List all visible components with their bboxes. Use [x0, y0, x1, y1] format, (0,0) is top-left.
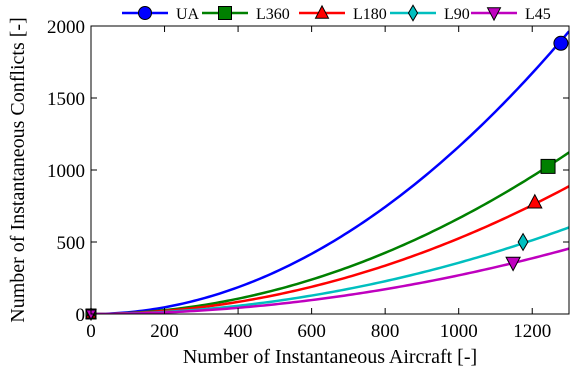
legend-item-l45: L45 — [471, 6, 551, 23]
y-tick-label: 1000 — [47, 161, 85, 182]
x-tick-label: 400 — [224, 321, 253, 342]
legend-marker-l90 — [408, 5, 417, 21]
legend: UA L360 L180 L90 L45 — [122, 5, 551, 23]
data-marker-ua — [554, 36, 568, 50]
series-markers — [86, 36, 568, 320]
legend-label-l45: L45 — [525, 6, 551, 23]
plot-frame — [91, 26, 569, 314]
series-line-l90 — [91, 227, 569, 314]
x-tick-label: 800 — [371, 321, 400, 342]
series-line-ua — [91, 31, 569, 314]
x-axis-label: Number of Instantaneous Aircraft [-] — [183, 346, 477, 368]
legend-item-ua: UA — [122, 6, 200, 23]
series-line-l360 — [91, 152, 569, 314]
x-tick-label: 1000 — [440, 321, 478, 342]
series-line-l180 — [91, 186, 569, 314]
ticks-layer: 0 200 400 600 800 1000 1200 0 500 1000 1500 2000 — [47, 17, 569, 342]
legend-item-l360: L360 — [202, 6, 290, 23]
y-tick-label: 1500 — [47, 89, 85, 110]
legend-item-l90: L90 — [390, 5, 470, 23]
y-tick-label: 500 — [57, 233, 86, 254]
legend-marker-l360 — [219, 7, 232, 20]
series-layer — [86, 31, 569, 320]
legend-label-l90: L90 — [444, 6, 470, 23]
y-axis-label: Number of Instantaneous Conflicts [-] — [7, 17, 29, 322]
legend-label-ua: UA — [176, 6, 200, 23]
x-tick-label: 600 — [297, 321, 326, 342]
legend-marker-ua — [139, 7, 152, 20]
x-tick-label: 200 — [150, 321, 179, 342]
y-tick-label: 0 — [76, 305, 86, 326]
x-tick-label: 0 — [86, 321, 96, 342]
legend-label-l180: L180 — [353, 6, 387, 23]
x-tick-label: 1200 — [513, 321, 551, 342]
legend-item-l180: L180 — [299, 6, 387, 23]
data-marker-l90 — [518, 234, 528, 251]
y-tick-label: 2000 — [47, 17, 85, 38]
legend-label-l360: L360 — [256, 6, 290, 23]
series-lines — [91, 31, 569, 314]
data-marker-l360 — [541, 159, 555, 173]
